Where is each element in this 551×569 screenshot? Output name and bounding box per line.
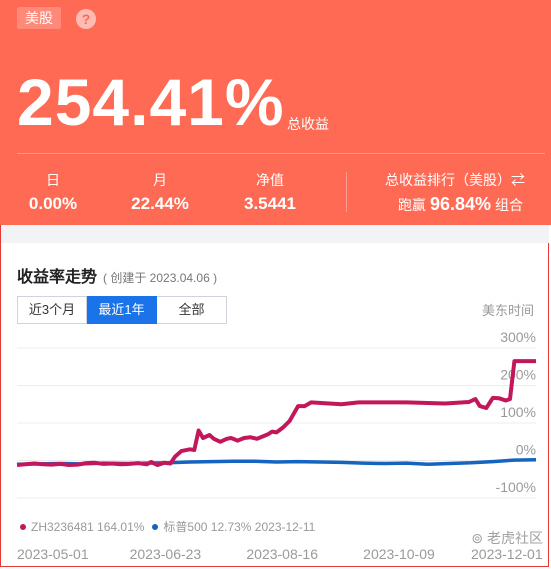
day-return-stat: 日 0.00% bbox=[18, 170, 88, 218]
x-axis-labels: 2023-05-01 2023-06-23 2023-08-16 2023-10-09… bbox=[0, 546, 551, 568]
nav-label: 净值 bbox=[256, 172, 284, 188]
rank-value: 96.84% bbox=[429, 194, 491, 214]
rank-toggle[interactable]: 总收益排行（美股）⇄ bbox=[385, 172, 525, 188]
month-return-label: 月 bbox=[153, 172, 167, 188]
x-tick-label: 2023-08-16 bbox=[246, 546, 318, 562]
tiger-logo-icon: ⊚ bbox=[471, 530, 487, 546]
y-tick-label: 100% bbox=[500, 404, 536, 420]
rank-summary: 跑赢 96.84% 组合 bbox=[398, 190, 523, 220]
y-tick-label: -100% bbox=[496, 479, 536, 495]
rank-suffix: 组合 bbox=[495, 197, 523, 213]
tiger-community-watermark: ⊚ 老虎社区 bbox=[471, 528, 543, 548]
x-tick-label: 2023-10-09 bbox=[363, 546, 435, 562]
nav-stat: 净值 3.5441 bbox=[235, 170, 305, 218]
day-return-value: 0.00% bbox=[28, 194, 78, 213]
chart-section-title: 收益率走势 ( 创建于 2023.04.06 ) bbox=[17, 263, 217, 287]
tab-3-months[interactable]: 近3个月 bbox=[17, 296, 87, 324]
timezone-label: 美东时间 bbox=[481, 303, 534, 318]
portfolio-series-line bbox=[16, 359, 536, 467]
benchmark-dot-icon bbox=[152, 523, 159, 530]
question-icon[interactable]: ? bbox=[76, 9, 96, 29]
y-tick-label: 300% bbox=[500, 329, 536, 345]
created-date: ( 创建于 2023.04.06 ) bbox=[103, 271, 218, 285]
tab-all[interactable]: 全部 bbox=[157, 296, 227, 324]
range-tabs: 近3个月 最近1年 全部 bbox=[17, 296, 227, 324]
month-return-value: 22.44% bbox=[131, 194, 189, 213]
chart-legend: ZH3236481 164.01% 标普500 12.73% 2023-12-1… bbox=[20, 518, 323, 535]
chart-title-text: 收益率走势 bbox=[17, 269, 98, 286]
y-tick-label: 200% bbox=[500, 367, 536, 383]
tab-1-year[interactable]: 最近1年 bbox=[87, 296, 157, 324]
market-badge[interactable]: 美股 bbox=[17, 7, 61, 29]
month-return-stat: 月 22.44% bbox=[125, 170, 195, 218]
return-chart: 300% 200% 100% 0% -100% bbox=[16, 329, 537, 499]
legend-item-portfolio: ZH3236481 164.01% bbox=[20, 520, 144, 534]
portfolio-dot-icon bbox=[20, 523, 26, 530]
x-tick-label: 2023-06-23 bbox=[129, 546, 202, 562]
legend-benchmark-text: 标普500 12.73% 2023-12-11 bbox=[163, 520, 316, 534]
portfolio-summary-header: 美股 ? 254.41% 总收益 日 0.00% 月 22.44% 净值 3.5… bbox=[0, 0, 551, 225]
section-gap bbox=[1, 225, 549, 243]
day-return-label: 日 bbox=[46, 172, 60, 188]
total-return-value: 254.41% bbox=[17, 65, 285, 139]
x-tick-label: 2023-05-01 bbox=[17, 546, 89, 562]
legend-portfolio-text: ZH3236481 164.01% bbox=[31, 519, 145, 534]
stats-divider bbox=[346, 172, 347, 212]
total-return-label: 总收益 bbox=[287, 116, 329, 132]
y-tick-label: 0% bbox=[516, 442, 536, 458]
x-tick-label: 2023-12-01 bbox=[471, 546, 543, 562]
watermark-text: 老虎社区 bbox=[487, 530, 543, 546]
rank-prefix: 跑赢 bbox=[397, 197, 426, 213]
header-divider bbox=[17, 153, 545, 154]
nav-value: 3.5441 bbox=[244, 194, 296, 213]
legend-item-benchmark: 标普500 12.73% 2023-12-11 bbox=[152, 518, 315, 535]
